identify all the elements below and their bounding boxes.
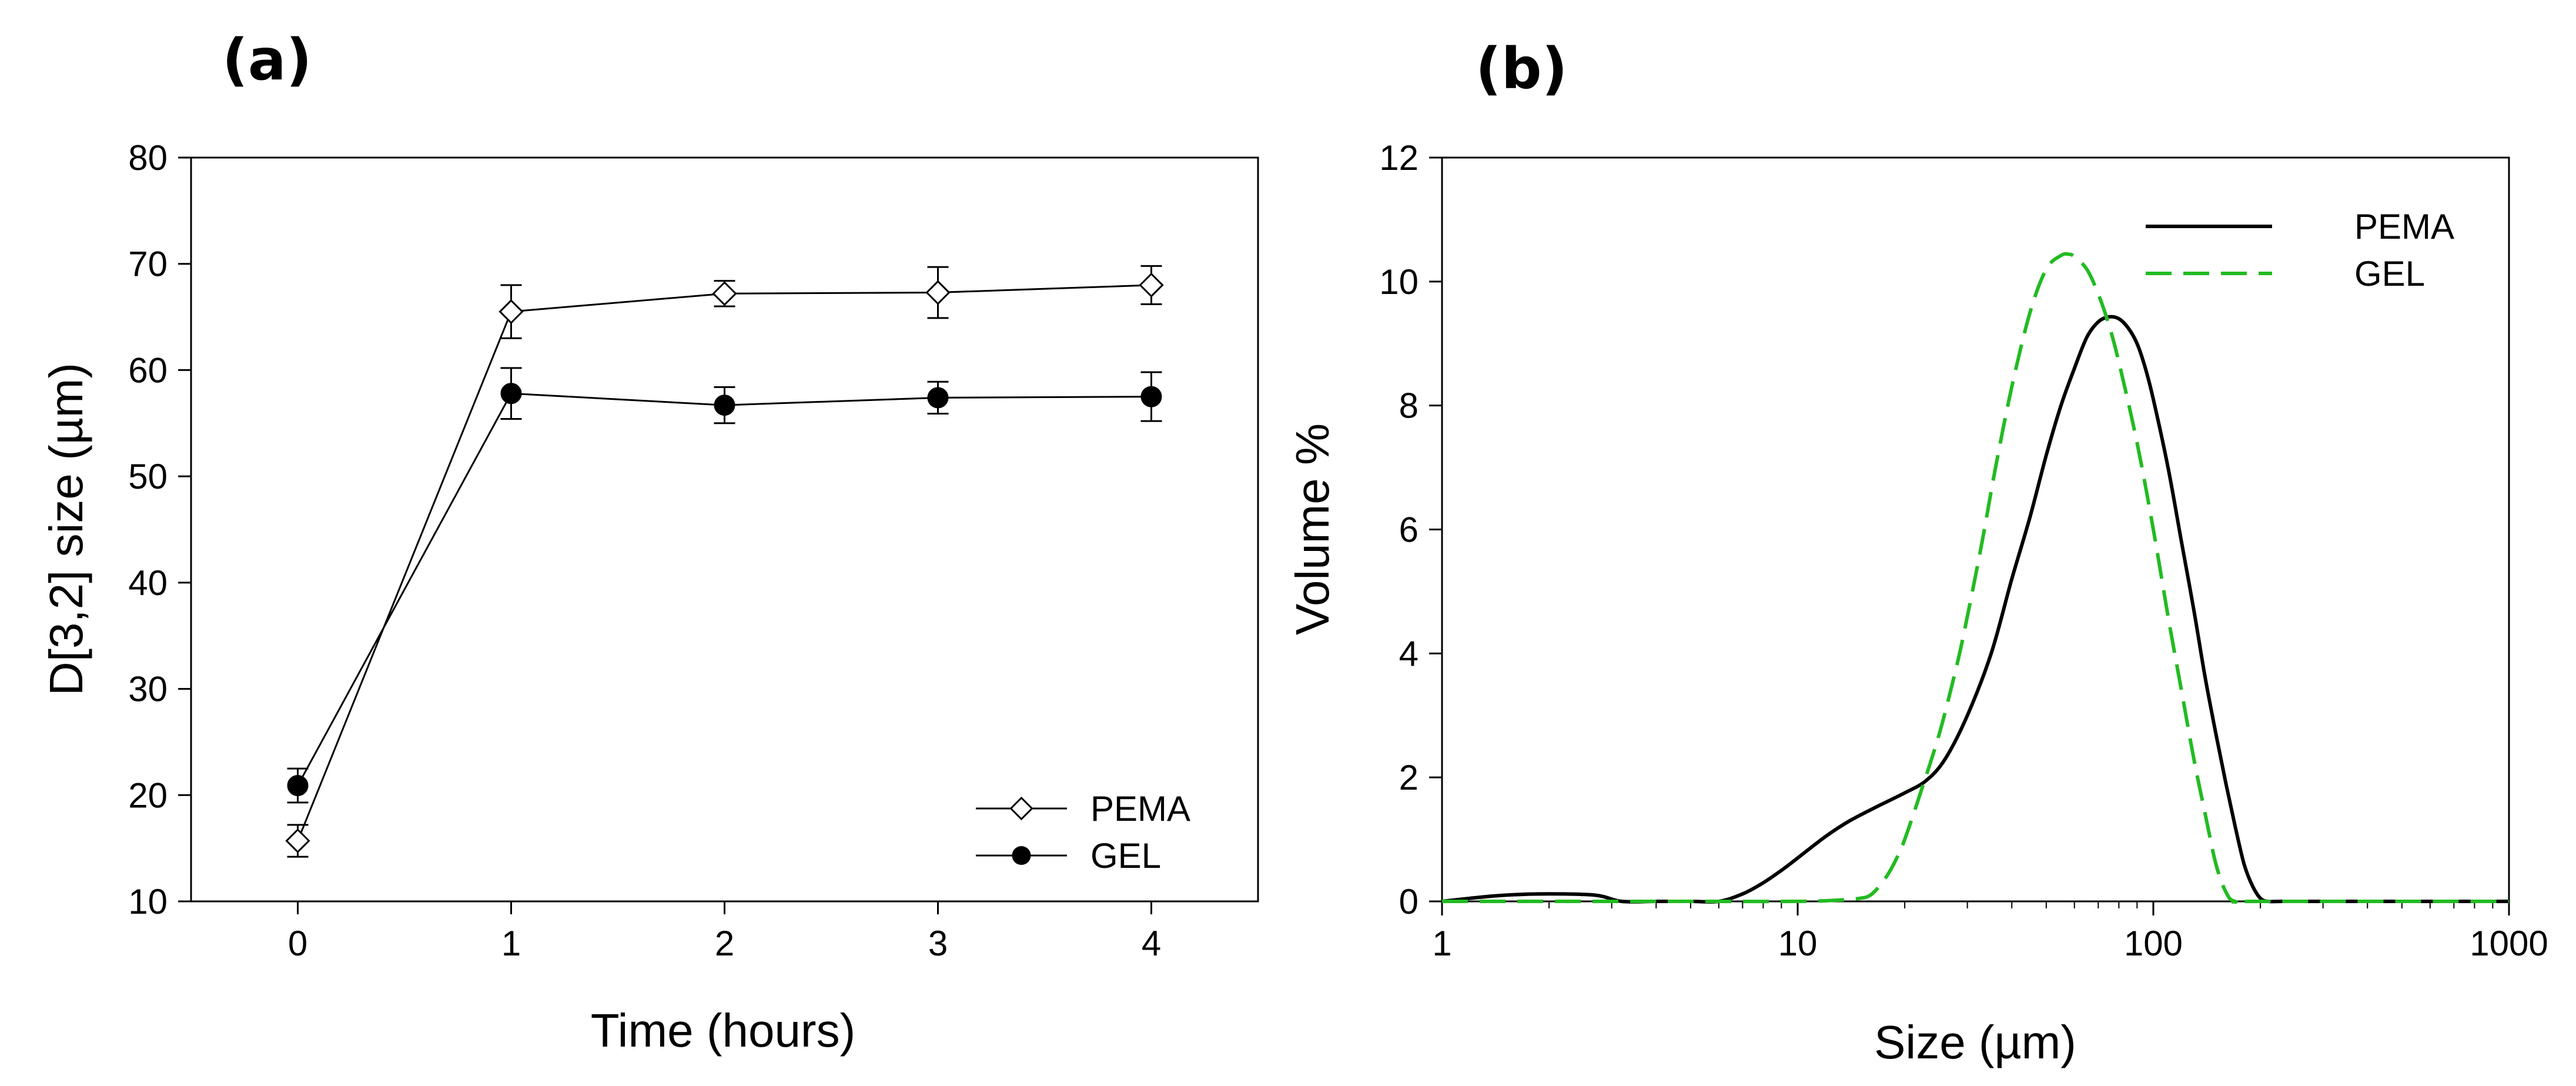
panel-a-x-axis-title: Time (hours) <box>591 1004 855 1057</box>
panel-a-point-gel <box>500 383 522 405</box>
panel-b-label: (b) <box>1476 36 1567 102</box>
panel-b-y-tick-label: 12 <box>1379 138 1419 178</box>
panel-b-y-tick-label: 6 <box>1399 510 1419 550</box>
panel-a-x-tick-label: 2 <box>715 924 734 963</box>
panel-b-legend-label: PEMA <box>2354 207 2454 246</box>
panel-b-y-tick-label: 4 <box>1399 634 1419 673</box>
panel-b-x-tick-label: 100 <box>2124 924 2183 963</box>
panel-b-legend-label: GEL <box>2354 254 2425 293</box>
panel-a-point-pema <box>925 280 951 305</box>
panel-a-x-tick-label: 4 <box>1142 924 1161 963</box>
panel-a-legend-label: GEL <box>1090 836 1161 876</box>
panel-a-point-pema <box>499 299 524 325</box>
panel-a-x-tick-label: 1 <box>501 924 521 963</box>
panel-a-point-gel <box>714 395 735 416</box>
panel-b-frame <box>1441 156 2510 903</box>
panel-a-point-pema <box>285 828 310 854</box>
panel-a-legend-item-pema: PEMA <box>976 789 1190 828</box>
panel-a-y-tick-label: 50 <box>128 457 168 496</box>
panel-a-plot-area: 10 20 30 40 50 60 70 80 0 1 2 3 4 PEMA GEL <box>128 138 1259 963</box>
panel-a-point-gel <box>1140 386 1162 407</box>
panel-a-x-tick-label: 3 <box>928 924 948 963</box>
panel-a-point-pema <box>712 281 737 306</box>
panel-a-y-tick-label: 10 <box>128 882 168 921</box>
panel-b-series-line-pema <box>1441 315 2509 904</box>
panel-b-x-axis-title: Size (µm) <box>1874 1016 2076 1068</box>
panel-b-x-tick-label: 10 <box>1778 924 1818 963</box>
panel-a-y-axis-title: D[3,2] size (µm) <box>40 363 92 696</box>
panel-a-y-tick-label: 70 <box>128 245 168 284</box>
panel-b-y-tick-label: 0 <box>1399 882 1419 921</box>
panel-b-y-tick-label: 2 <box>1399 758 1419 797</box>
panel-a-series-line-gel <box>297 392 1152 786</box>
legend-marker <box>1009 796 1033 821</box>
panel-a-y-tick-label: 60 <box>128 350 168 390</box>
panel-a-x-tick-label: 0 <box>288 924 307 963</box>
panel-a-legend-label: PEMA <box>1090 789 1190 828</box>
panel-a-label: (a) <box>222 27 312 93</box>
panel-a-y-tick-label: 40 <box>128 563 168 603</box>
panel-a: (a) 10 20 30 40 50 60 70 80 0 1 2 3 4 PEMA GEL Time (h… <box>40 27 1259 1057</box>
panel-b: (b) 0 2 4 6 8 10 12 1 10 100 1000 PEMA GEL Size (µm)… <box>1286 36 2548 1068</box>
panel-b-legend-item-pema: PEMA <box>2146 207 2454 246</box>
panel-a-point-gel <box>287 775 309 797</box>
panel-a-y-tick-label: 20 <box>128 776 168 815</box>
panel-a-point-pema <box>1139 272 1164 298</box>
panel-a-y-tick-label: 30 <box>128 670 168 709</box>
panel-b-x-tick-label: 1 <box>1432 924 1451 963</box>
panel-b-plot-area: 0 2 4 6 8 10 12 1 10 100 1000 PEMA GEL <box>1379 138 2548 963</box>
panel-a-point-gel <box>927 387 949 409</box>
panel-a-legend-item-gel: GEL <box>976 836 1161 876</box>
panel-b-x-tick-label: 1000 <box>2470 924 2548 963</box>
panel-b-y-tick-label: 8 <box>1399 386 1419 426</box>
panel-b-legend-item-gel: GEL <box>2146 254 2425 293</box>
legend-marker <box>1012 846 1031 865</box>
panel-b-y-tick-label: 10 <box>1379 262 1419 302</box>
panel-a-y-tick-label: 80 <box>128 138 168 178</box>
panel-b-y-axis-title: Volume % <box>1286 423 1339 635</box>
panel-b-series-line-gel <box>1442 252 2509 904</box>
panel-a-series-line-pema <box>297 284 1152 841</box>
